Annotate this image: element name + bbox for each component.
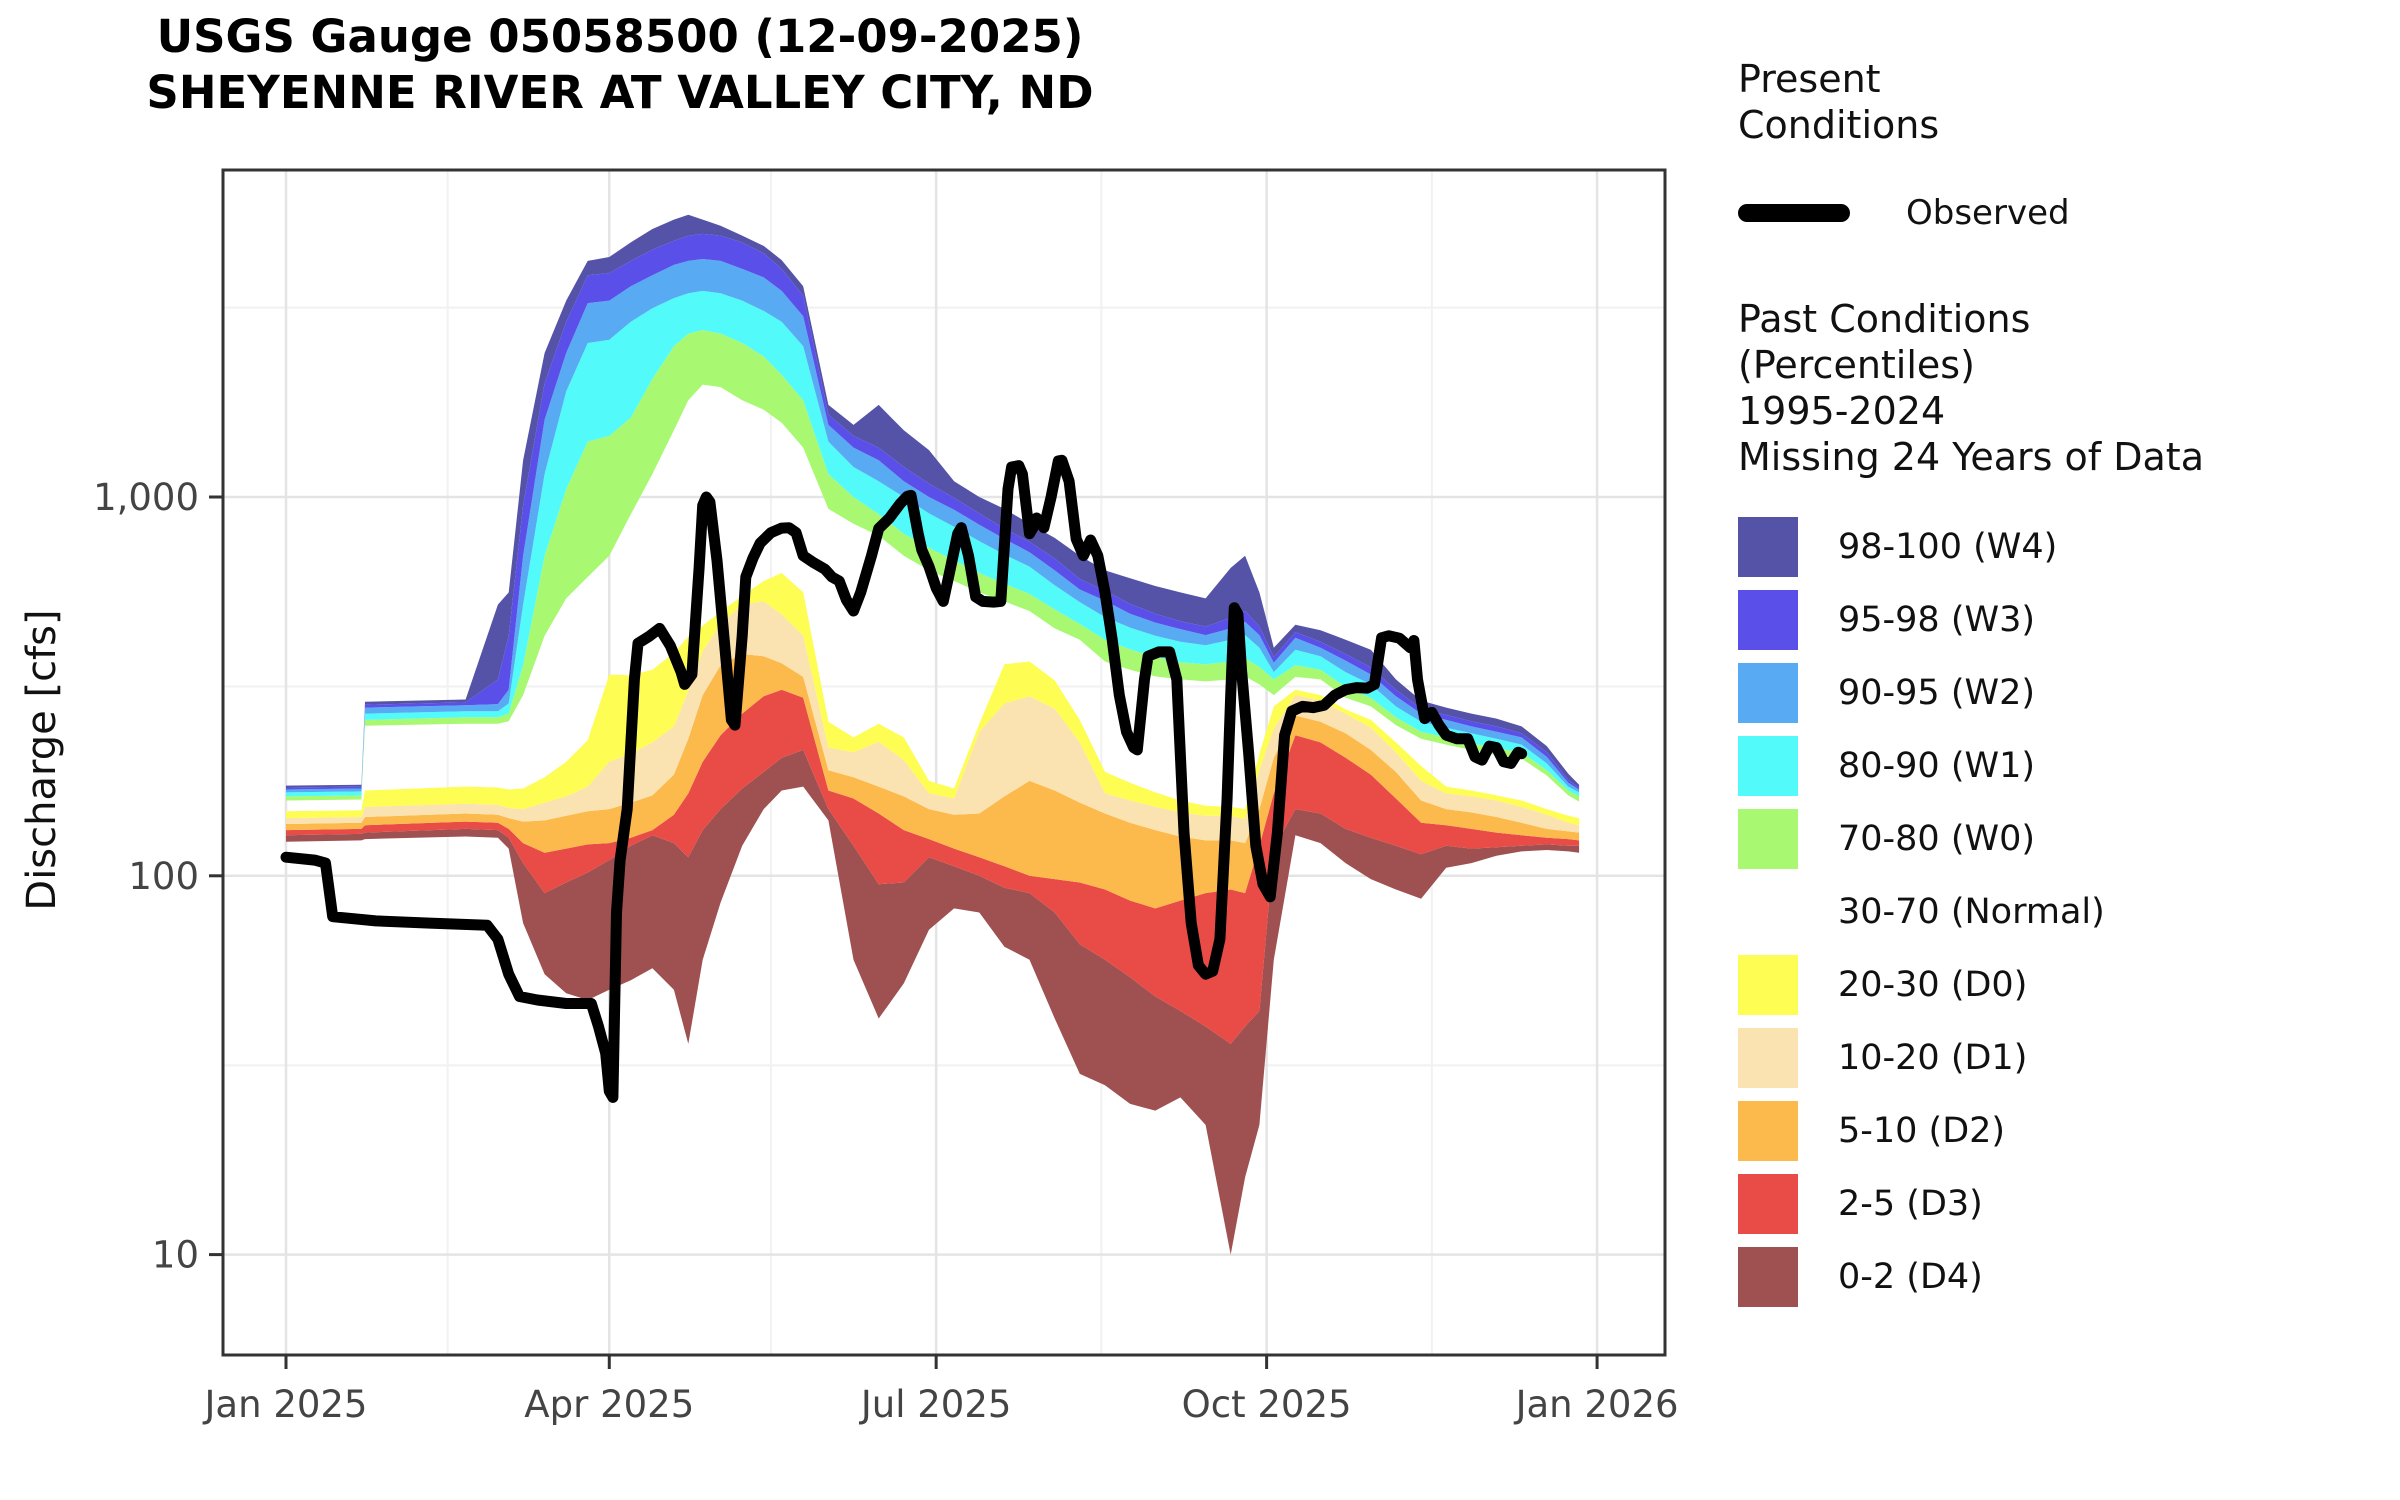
band-D3 (286, 689, 1580, 1044)
legend-item-W2: 90-95 (W2) (1738, 656, 2378, 729)
band-D4 (286, 749, 1580, 1255)
band-D0 (286, 573, 1580, 826)
legend-observed-label: Observed (1906, 193, 2070, 233)
legend-item-W4: 98-100 (W4) (1738, 510, 2378, 583)
legend-item-D4: 0-2 (D4) (1738, 1240, 2378, 1313)
legend: Present Conditions Observed Past Conditio… (1738, 56, 2378, 1313)
legend-observed-item: Observed (1738, 190, 2378, 236)
legend-item-label: 5-10 (D2) (1838, 1110, 2006, 1151)
panel-border (221, 168, 1667, 1357)
legend-item-W3: 95-98 (W3) (1738, 583, 2378, 656)
legend-present-conditions-heading: Present Conditions (1738, 56, 2378, 148)
legend-item-D1: 10-20 (D1) (1738, 1021, 2378, 1094)
legend-percentile-items: 98-100 (W4) 95-98 (W3) 90-95 (W2) 80-90 (W1… (1738, 510, 2378, 1313)
legend-item-label: 2-5 (D3) (1838, 1183, 1983, 1224)
legend-item-label: 90-95 (W2) (1838, 672, 2036, 713)
y-tick-label: 100 (128, 855, 199, 898)
legend-heading-line: 1995-2024 (1738, 389, 1946, 433)
observed-line-swatch-icon (1738, 204, 1850, 222)
legend-item-label: 20-30 (D0) (1838, 964, 2028, 1005)
x-tick-label: Jan 2025 (203, 1383, 368, 1426)
legend-heading-line: (Percentiles) (1738, 343, 1975, 387)
legend-swatch-W4-icon (1738, 516, 1798, 577)
legend-item-Normal: 30-70 (Normal) (1738, 875, 2378, 948)
y-tick-label: 1,000 (93, 476, 199, 519)
legend-heading-line: Missing 24 Years of Data (1738, 435, 2204, 479)
legend-swatch-W3-icon (1738, 589, 1798, 650)
legend-item-label: 98-100 (W4) (1838, 526, 2058, 567)
legend-swatch-Normal-icon (1738, 882, 1798, 942)
legend-swatch-D0-icon (1738, 954, 1798, 1015)
legend-swatch-D1-icon (1738, 1027, 1798, 1088)
legend-heading-line: Present (1738, 57, 1881, 101)
x-tick-label: Oct 2025 (1182, 1383, 1352, 1426)
legend-item-W1: 80-90 (W1) (1738, 729, 2378, 802)
legend-swatch-W2-icon (1738, 662, 1798, 723)
legend-item-D0: 20-30 (D0) (1738, 948, 2378, 1021)
legend-item-label: 30-70 (Normal) (1838, 891, 2105, 932)
legend-item-W0: 70-80 (W0) (1738, 802, 2378, 875)
legend-heading-line: Conditions (1738, 103, 1940, 147)
legend-past-conditions-heading: Past Conditions (Percentiles) 1995-2024 Mis… (1738, 296, 2378, 480)
legend-heading-line: Past Conditions (1738, 297, 2031, 341)
legend-swatch-D4-icon (1738, 1246, 1798, 1307)
legend-item-label: 70-80 (W0) (1838, 818, 2036, 859)
y-tick-label: 10 (152, 1234, 199, 1277)
legend-swatch-W0-icon (1738, 808, 1798, 869)
legend-item-label: 80-90 (W1) (1838, 745, 2036, 786)
observed-line (280, 454, 1528, 1103)
x-tick-label: Jan 2026 (1514, 1383, 1679, 1426)
chart-title-line1: USGS Gauge 05058500 (12-09-2025) (156, 10, 1084, 63)
legend-swatch-W1-icon (1738, 735, 1798, 796)
x-tick-label: Apr 2025 (524, 1383, 694, 1426)
legend-item-label: 95-98 (W3) (1838, 599, 2036, 640)
legend-item-D3: 2-5 (D3) (1738, 1167, 2378, 1240)
legend-item-D2: 5-10 (D2) (1738, 1094, 2378, 1167)
panel-background (223, 170, 1665, 1355)
legend-swatch-D3-icon (1738, 1173, 1798, 1234)
chart-title-line2: SHEYENNE RIVER AT VALLEY CITY, ND (146, 66, 1094, 119)
legend-item-label: 10-20 (D1) (1838, 1037, 2028, 1078)
band-W1 (286, 290, 1580, 797)
axis-ticks-and-labels: Jan 2025 Apr 2025 Jul 2025 Oct 2025 Jan 2026… (93, 476, 1679, 1426)
x-tick-label: Jul 2025 (859, 1383, 1012, 1426)
legend-item-label: 0-2 (D4) (1838, 1256, 1983, 1297)
legend-swatch-D2-icon (1738, 1100, 1798, 1161)
y-axis-title: Discharge [cfs] (19, 609, 65, 911)
